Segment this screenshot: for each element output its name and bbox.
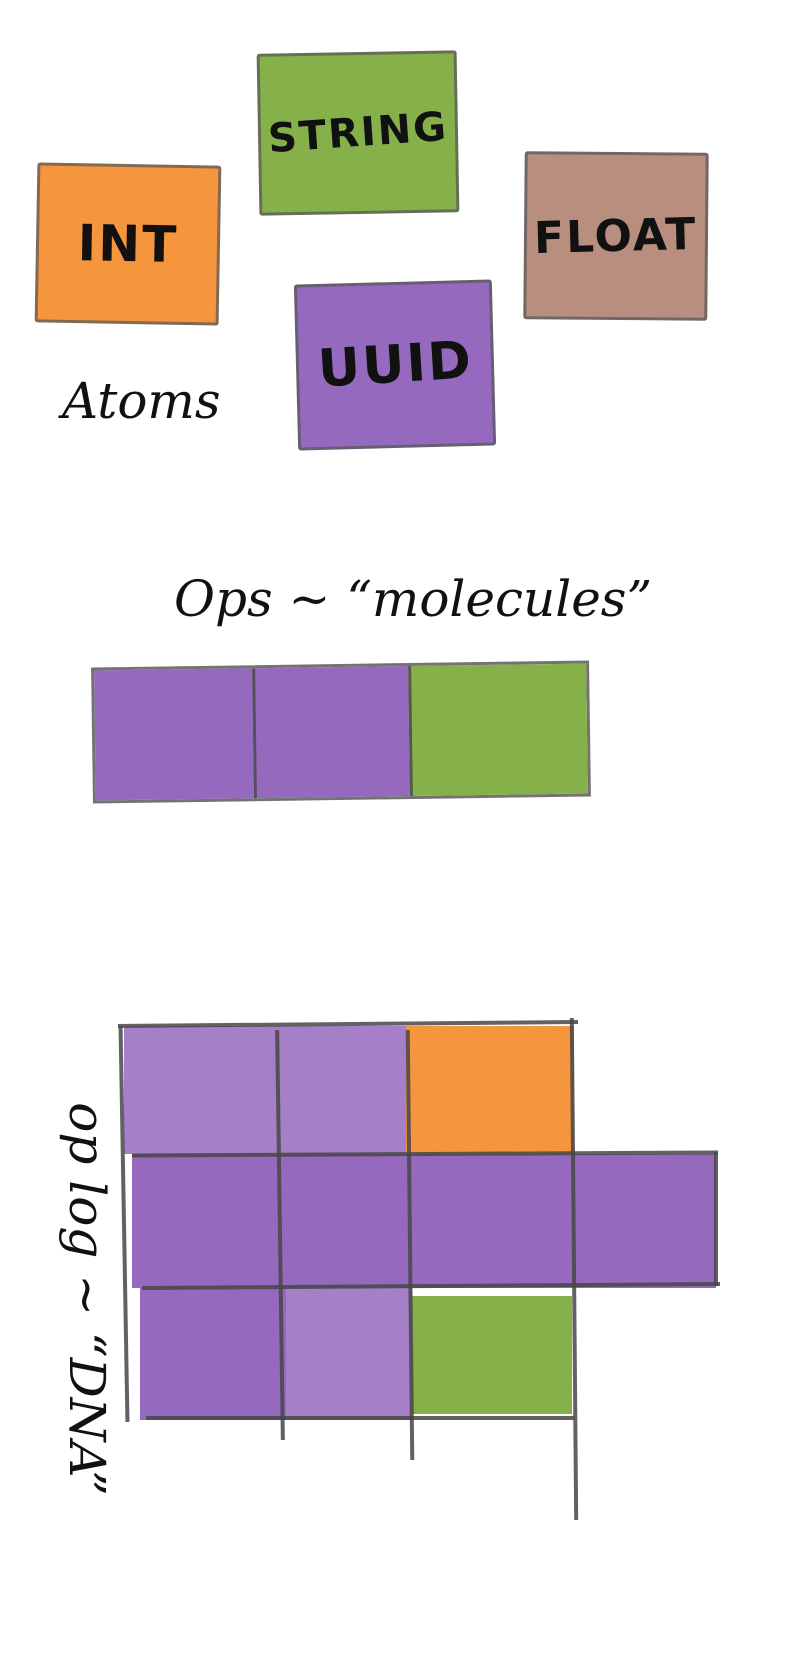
- oplog-cell-r3-c1: [140, 1288, 286, 1420]
- oplog-cell-r2-c1: [132, 1154, 280, 1288]
- atoms-caption: Atoms: [62, 372, 221, 430]
- oplog-line-col4: [714, 1152, 718, 1286]
- oplog-cell-r2-c3: [410, 1154, 574, 1288]
- oplog-caption: op log ~ “DNA”: [57, 1102, 116, 1496]
- oplog-cell-r2-c4: [574, 1154, 716, 1288]
- oplog-cell-r3-c2: [286, 1288, 412, 1420]
- oplog-line-bottom: [146, 1416, 574, 1420]
- oplog-cell-r1-c3: [406, 1026, 574, 1154]
- oplog-cell-r3-c3: [412, 1296, 572, 1414]
- oplog-cell-r2-c2: [280, 1154, 410, 1288]
- oplog-cell-r1-c2: [276, 1026, 406, 1154]
- ops-caption: Ops ~ “molecules”: [174, 570, 653, 628]
- oplog-cell-r1-c1: [124, 1026, 276, 1154]
